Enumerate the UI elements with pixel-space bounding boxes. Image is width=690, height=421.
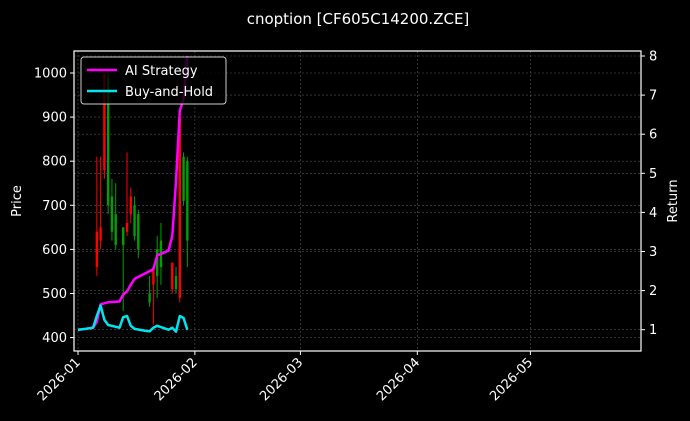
candle-body	[99, 227, 102, 241]
candle-body	[152, 267, 155, 285]
candle-body	[186, 161, 189, 241]
grid-lines	[74, 51, 641, 351]
y2-tick-label: 4	[649, 206, 657, 221]
y-tick-label: 900	[42, 111, 67, 126]
x-tick-label: 2026-03	[257, 355, 306, 404]
series-lines	[77, 55, 189, 333]
y-tick-label: 600	[42, 243, 67, 258]
candle-body	[110, 196, 114, 232]
legend-label-ai-strategy: AI Strategy	[125, 64, 198, 79]
y-tick-label: 700	[42, 199, 67, 214]
candle-body	[103, 73, 106, 171]
y2-tick-label: 7	[649, 89, 657, 104]
series-line-buy-and-hold	[77, 304, 189, 333]
candle-body	[178, 117, 181, 298]
candle-body	[182, 156, 185, 201]
candle-body	[133, 205, 136, 237]
y-tick-label: 500	[42, 287, 67, 302]
chart-title: cnoption [CF605C14200.ZCE]	[247, 10, 470, 28]
x-tick-label: 2026-01	[35, 355, 84, 404]
candle-body	[125, 222, 129, 232]
y-axis-label: Price	[10, 185, 25, 217]
candle-body	[171, 262, 174, 290]
candle-body	[148, 293, 151, 303]
legend: AI Strategy Buy-and-Hold	[80, 56, 227, 105]
y2-tick-label: 3	[649, 245, 657, 260]
y-tick-label: 400	[42, 331, 67, 346]
y2-tick-label: 1	[649, 323, 657, 338]
x-axis: 2026-01 2026-02 2026-03 2026-04 2026-05	[35, 351, 536, 404]
y2-tick-label: 5	[649, 167, 657, 182]
y-axis-left: 400 500 600 700 800 900 1000	[34, 67, 74, 346]
candle-body	[155, 249, 159, 276]
candle-body	[122, 227, 125, 245]
y-tick-label: 1000	[34, 67, 67, 82]
candle-body	[114, 214, 117, 245]
y-axis-right: 1 2 3 4 5 6 7 8	[641, 50, 657, 338]
candle-body	[174, 275, 178, 290]
y2-tick-label: 6	[649, 128, 657, 143]
candle-body	[95, 231, 99, 268]
y-tick-label: 800	[42, 155, 67, 170]
y2-tick-label: 8	[649, 50, 657, 65]
legend-label-buy-and-hold: Buy-and-Hold	[125, 85, 213, 100]
plot-frame	[73, 50, 642, 352]
candlesticks	[95, 73, 189, 325]
x-tick-label: 2026-05	[487, 355, 536, 404]
candle-body	[137, 214, 140, 250]
candle-body	[106, 77, 110, 206]
x-tick-label: 2026-02	[152, 355, 201, 404]
x-tick-label: 2026-04	[374, 355, 423, 404]
y2-tick-label: 2	[649, 284, 657, 299]
y2-axis-label: Return	[666, 179, 681, 222]
candle-body	[129, 196, 132, 215]
legend-box	[80, 56, 227, 105]
